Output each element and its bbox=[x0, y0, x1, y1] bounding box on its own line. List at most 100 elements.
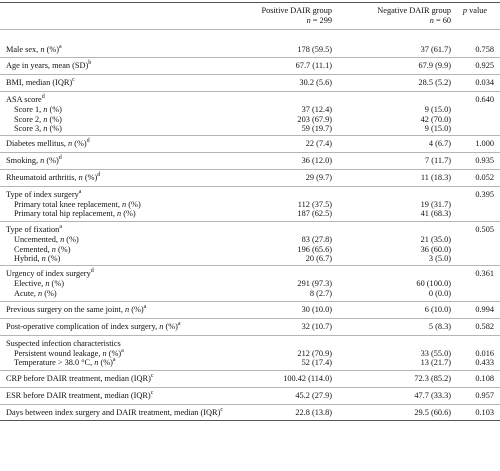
row-p-days: 0.103 bbox=[475, 408, 494, 417]
row-negative-esr: 47.7 (33.3) bbox=[414, 391, 451, 400]
row-label-idx: Type of index surgerya bbox=[6, 189, 82, 199]
row-negative-acu: 0 (0.0) bbox=[428, 289, 451, 298]
row-rule-urg bbox=[0, 265, 500, 266]
row-p-temp: 0.433 bbox=[475, 358, 494, 367]
row-label-knee: Primary total knee replacement, n (%) bbox=[14, 200, 141, 209]
row-label-age: Age in years, mean (SD)b bbox=[6, 60, 92, 70]
header-negative-group: Negative DAIR group bbox=[377, 6, 451, 15]
row-p-smok: 0.935 bbox=[475, 156, 494, 165]
row-label-diab: Diabetes mellitus, n (%)d bbox=[6, 138, 90, 148]
row-positive-post: 32 (10.7) bbox=[301, 322, 332, 331]
row-label-days: Days between index surgery and DAIR trea… bbox=[6, 407, 224, 417]
row-rule-esr bbox=[0, 387, 500, 388]
row-label-acu: Acute, n (%) bbox=[14, 289, 57, 298]
row-p-post: 0.582 bbox=[475, 322, 494, 331]
row-negative-diab: 4 (6.7) bbox=[428, 139, 451, 148]
row-positive-hip: 187 (62.5) bbox=[297, 209, 332, 218]
row-p-urg: 0.361 bbox=[475, 269, 494, 278]
row-positive-days: 22.8 (13.8) bbox=[295, 408, 332, 417]
row-label-unc: Uncemented, n (%) bbox=[14, 235, 79, 244]
row-label-asa3: Score 3, n (%) bbox=[14, 124, 62, 133]
row-label-cem: Cemented, n (%) bbox=[14, 245, 71, 254]
row-label-pers: Persistent wound leakage, n (%)a bbox=[14, 348, 124, 358]
row-rule-crp bbox=[0, 370, 500, 371]
row-positive-unc: 83 (27.8) bbox=[301, 235, 332, 244]
row-label-temp: Temperature > 38.0 °C, n (%)a bbox=[14, 357, 116, 367]
row-negative-unc: 21 (35.0) bbox=[420, 235, 451, 244]
table-bottom-rule bbox=[0, 420, 500, 421]
header-p-value: p value bbox=[462, 6, 488, 15]
row-label-crp: CRP before DAIR treatment, median (IQR)c bbox=[6, 373, 154, 383]
row-positive-ele: 291 (97.3) bbox=[297, 279, 332, 288]
row-positive-crp: 100.42 (114.0) bbox=[283, 374, 332, 383]
row-negative-hip: 41 (68.3) bbox=[420, 209, 451, 218]
row-label-asa: ASA scored bbox=[6, 94, 45, 104]
row-negative-temp: 13 (21.7) bbox=[420, 358, 451, 367]
row-negative-days: 29.5 (60.6) bbox=[414, 408, 451, 417]
header-positive-n: n = 299 bbox=[306, 16, 332, 25]
row-positive-asa1: 37 (12.4) bbox=[301, 105, 332, 114]
row-label-urg: Urgency of index surgeryd bbox=[6, 268, 94, 278]
row-label-smok: Smoking, n (%)d bbox=[6, 155, 62, 165]
header-rule bbox=[0, 29, 500, 30]
row-negative-prev: 6 (10.0) bbox=[424, 305, 451, 314]
row-positive-diab: 22 (7.4) bbox=[305, 139, 332, 148]
row-p-fix: 0.505 bbox=[475, 225, 494, 234]
row-label-rheu: Rheumatoid arthritis, n (%)d bbox=[6, 172, 101, 182]
row-label-prev: Previous surgery on the same joint, n (%… bbox=[6, 304, 147, 314]
row-negative-male: 37 (61.7) bbox=[420, 45, 451, 54]
row-negative-crp: 72.3 (85.2) bbox=[414, 374, 451, 383]
row-rule-fix bbox=[0, 221, 500, 222]
row-p-crp: 0.108 bbox=[475, 374, 494, 383]
header-positive-group: Positive DAIR group bbox=[261, 6, 332, 15]
row-negative-hyb: 3 (5.0) bbox=[428, 254, 451, 263]
row-positive-bmi: 30.2 (5.6) bbox=[299, 78, 333, 87]
row-positive-cem: 196 (65.6) bbox=[297, 245, 332, 254]
row-positive-pers: 212 (70.9) bbox=[297, 349, 332, 358]
row-positive-asa2: 203 (67.9) bbox=[297, 115, 332, 124]
row-positive-esr: 45.2 (27.9) bbox=[295, 391, 332, 400]
row-negative-pers: 33 (55.0) bbox=[420, 349, 451, 358]
row-rule-days bbox=[0, 404, 500, 405]
row-negative-asa3: 9 (15.0) bbox=[424, 124, 451, 133]
row-positive-knee: 112 (37.5) bbox=[297, 200, 332, 209]
row-rule-bmi bbox=[0, 74, 500, 75]
row-positive-hyb: 20 (6.7) bbox=[305, 254, 332, 263]
row-positive-acu: 8 (2.7) bbox=[309, 289, 332, 298]
row-rule-prev bbox=[0, 301, 500, 302]
row-p-diab: 1.000 bbox=[475, 139, 494, 148]
row-label-bmi: BMI, median (IQR)c bbox=[6, 77, 75, 87]
row-label-hyb: Hybrid, n (%) bbox=[14, 254, 61, 263]
row-negative-ele: 60 (100.0) bbox=[416, 279, 451, 288]
row-p-asa: 0.640 bbox=[475, 95, 494, 104]
row-negative-rheu: 11 (18.3) bbox=[420, 173, 451, 182]
row-p-rheu: 0.052 bbox=[475, 173, 494, 182]
row-p-esr: 0.957 bbox=[475, 391, 494, 400]
table-top-rule bbox=[0, 2, 500, 3]
row-rule-susp bbox=[0, 335, 500, 336]
row-rule-idx bbox=[0, 186, 500, 187]
row-label-fix: Type of fixationa bbox=[6, 224, 63, 234]
row-label-hip: Primary total hip replacement, n (%) bbox=[14, 209, 136, 218]
row-rule-post bbox=[0, 318, 500, 319]
row-negative-smok: 7 (11.7) bbox=[425, 156, 451, 165]
row-rule-rheu bbox=[0, 169, 500, 170]
row-label-asa2: Score 2, n (%) bbox=[14, 115, 62, 124]
row-label-male: Male sex, n (%)a bbox=[6, 44, 62, 54]
row-p-idx: 0.395 bbox=[475, 190, 494, 199]
row-negative-bmi: 28.5 (5.2) bbox=[418, 78, 452, 87]
header-negative-n: n = 60 bbox=[429, 16, 451, 25]
row-positive-asa3: 59 (19.7) bbox=[301, 124, 332, 133]
row-p-age: 0.925 bbox=[475, 61, 494, 70]
row-rule-age bbox=[0, 57, 500, 58]
row-label-susp: Suspected infection characteristics bbox=[6, 339, 121, 348]
row-negative-age: 67.9 (9.9) bbox=[418, 61, 452, 70]
row-rule-smok bbox=[0, 152, 500, 153]
row-negative-asa2: 42 (70.0) bbox=[420, 115, 451, 124]
row-label-ele: Elective, n (%) bbox=[14, 279, 64, 288]
row-rule-diab bbox=[0, 135, 500, 136]
row-p-male: 0.758 bbox=[475, 45, 494, 54]
row-p-bmi: 0.034 bbox=[475, 78, 494, 87]
row-negative-asa1: 9 (15.0) bbox=[424, 105, 451, 114]
